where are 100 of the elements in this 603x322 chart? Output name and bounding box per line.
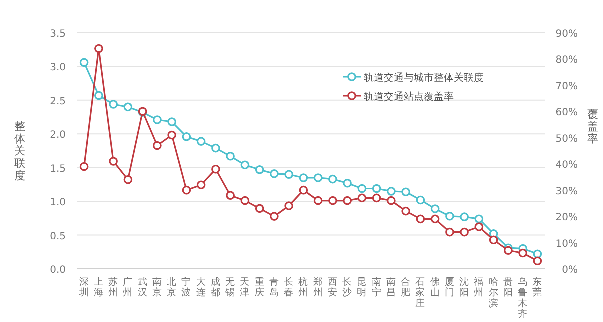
point [270,170,279,178]
x-tick-label: 贵阳 [503,276,514,299]
point [124,175,133,184]
legend-label: 轨道交通站点覆盖率 [364,91,454,103]
x-tick-label: 南昌 [386,276,396,299]
y2-tick-label: 50% [556,134,578,145]
x-tick-label: 福州 [474,276,484,299]
point [416,214,426,224]
point [168,118,176,126]
point [299,174,308,182]
x-tick-label: 石家庄 [416,277,426,310]
x-tick-label: 上海 [94,276,104,299]
point [518,248,528,258]
x-tick-label: 杭州 [298,276,309,299]
point [196,137,206,146]
point [474,214,484,224]
point [460,228,469,237]
point [314,174,323,182]
x-tick-label: 长春 [284,276,294,299]
point [212,164,220,174]
point [153,141,162,150]
point [474,222,484,232]
x-tick-label: 西安 [328,277,338,299]
point [328,174,338,184]
point [255,204,264,214]
y2-tick-label: 40% [556,160,578,172]
x-tick-label: 成都 [210,276,221,299]
x-tick-label: 深圳 [78,276,90,299]
y-tick-label: 0.0 [50,265,66,276]
y2-axis-title: 覆盖率 [588,108,598,146]
x-tick-label: 重庆 [254,276,265,299]
point [212,144,220,153]
point [299,186,308,195]
point [196,180,206,190]
y2-tick-label: 10% [556,238,578,250]
y-tick-label: 1.5 [50,164,66,175]
y-tick-label: 2.5 [50,96,66,108]
point [430,204,440,214]
point [416,196,426,205]
point [489,236,498,245]
x-tick-label: 青岛 [269,276,280,299]
point [168,130,176,140]
x-tick-label: 厦门 [444,277,455,299]
legend-label: 轨道交通与城市整体关联度 [364,72,484,84]
y-tick-label: 2.0 [50,130,66,142]
point [402,206,410,216]
point [314,196,323,206]
x-tick-label: 乌鲁木齐 [518,276,528,320]
y2-tick-label: 0% [562,265,578,276]
x-tick-label: 武汉 [138,276,148,299]
y-tick-label: 3.5 [50,29,66,40]
point [430,214,440,224]
point [402,188,410,197]
x-tick-label: 东莞 [532,276,543,299]
x-tick-label: 苏州 [108,276,119,299]
point [226,191,235,200]
point [153,116,162,124]
point [343,196,352,206]
x-tick-label: 南宁 [372,276,382,299]
point [372,184,382,194]
x-tick-label: 天津 [240,277,250,299]
point [358,194,367,203]
x-tick-label: 哈尔滨 [488,276,499,310]
point [94,44,104,54]
x-tick-label: 南京 [152,276,162,299]
point [182,186,192,195]
point [80,58,89,68]
point [387,196,396,206]
x-tick-label: 宁波 [182,276,192,299]
y2-tick-label: 60% [556,108,578,119]
y-tick-label: 1.0 [50,198,66,209]
point [270,212,279,221]
point [533,250,542,259]
x-tick-label: 广州 [123,276,134,299]
point [182,132,192,142]
y-tick-label: 3.0 [50,62,66,74]
point [226,152,235,161]
point [240,160,250,170]
point [446,228,454,237]
point [372,194,382,203]
point [358,184,367,194]
point [460,212,469,222]
y-tick-label: 0.5 [50,231,66,242]
point [255,165,264,174]
x-tick-label: 佛山 [430,277,440,299]
y2-tick-label: 80% [556,55,578,66]
x-tick-label: 无锡 [224,277,236,299]
x-tick-label: 长沙 [342,276,353,299]
point [109,100,118,109]
y2-tick-label: 90% [556,29,578,40]
point [284,170,294,179]
point [109,157,118,166]
point [284,202,294,210]
y2-tick-label: 70% [556,81,578,92]
x-tick-label: 北京 [167,276,178,299]
point [504,246,513,256]
y2-tick-label: 20% [556,212,578,224]
y2-tick-label: 30% [556,186,578,198]
point [343,178,352,188]
point [94,91,104,100]
